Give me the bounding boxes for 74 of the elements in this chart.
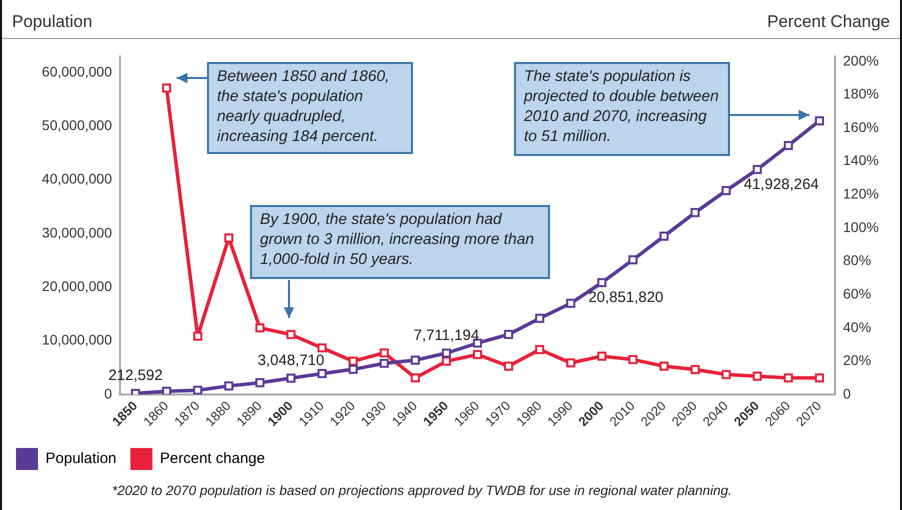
point [255,323,264,332]
y2-tick-label: 60% [843,285,872,302]
annotation: By 1900, the state's population had grown to 3 million, increasing more than 1,000-fold in 50 years. [250,205,550,279]
point [814,116,824,126]
point [814,373,824,382]
point [410,356,420,365]
point [193,386,202,395]
data-label: 212,592 [108,367,163,384]
y2-tick-label: 20% [843,352,872,368]
point [318,343,327,352]
point [597,278,606,288]
point [504,330,514,339]
y-tick-label: 10,000,000 [42,332,112,348]
y2-axis-title: Percent Change [767,12,890,32]
point [162,84,172,93]
point [535,314,544,323]
text: *2020 to 2070 population is based on projections approved by TWDB for use in regional water planning. [112,483,732,498]
annotation: The state's population is projected to double between 2010 and 2070, increasing to 51 million. [514,62,730,156]
annotation: Between 1850 and 1860, the state's population nearly quadrupled, increasing 184 percent. [207,62,413,154]
point [722,186,731,196]
data-label: 20,851,820 [588,289,664,306]
y2-tick-label: 0 [843,385,851,402]
point [752,372,762,381]
y2-tick-label: 140% [843,152,879,168]
point [286,330,296,340]
legend-label: Population [46,450,116,468]
y-tick-label: 20,000,000 [42,278,112,294]
point [628,255,638,264]
point [318,369,327,378]
y-tick-label: 30,000,000 [42,224,112,240]
y-tick-label: 40,000,000 [42,170,112,187]
point [690,208,700,218]
y2-tick-label: 40% [843,318,872,335]
point [784,140,793,150]
y-axis-title: Population [12,12,92,32]
point [659,362,669,371]
point [659,232,669,241]
y-tick-label: 0 [104,385,112,402]
point [380,358,389,368]
point [597,352,606,361]
data-label: 3,048,710 [258,352,324,369]
point [348,356,358,366]
point [410,373,420,382]
point [162,386,172,395]
point [535,345,544,354]
point [442,356,451,366]
y-tick-label: 60,000,000 [42,63,112,80]
point [255,378,264,388]
y-tick-label: 50,000,000 [42,117,112,134]
y2-tick-label: 100% [843,218,879,235]
point [286,374,296,383]
point [752,164,762,174]
data-label: 41,928,264 [744,176,819,194]
point [224,381,234,390]
legend-label: Percent change [160,450,265,468]
y2-tick-label: 200% [843,52,879,68]
y2-tick-label: 120% [843,186,879,202]
point [224,233,234,242]
point [628,355,638,364]
point [722,370,731,380]
y2-tick-label: 80% [843,252,872,268]
point [380,348,389,358]
point [442,348,451,358]
point [193,332,202,341]
point [690,365,700,374]
y2-tick-label: 180% [843,86,879,102]
point [348,364,358,374]
point [566,358,576,368]
data-label: 7,711,194 [414,326,480,344]
y2-tick-label: 160% [843,118,879,135]
point [784,373,793,382]
point [504,362,514,371]
point [472,350,482,360]
point [566,298,576,308]
